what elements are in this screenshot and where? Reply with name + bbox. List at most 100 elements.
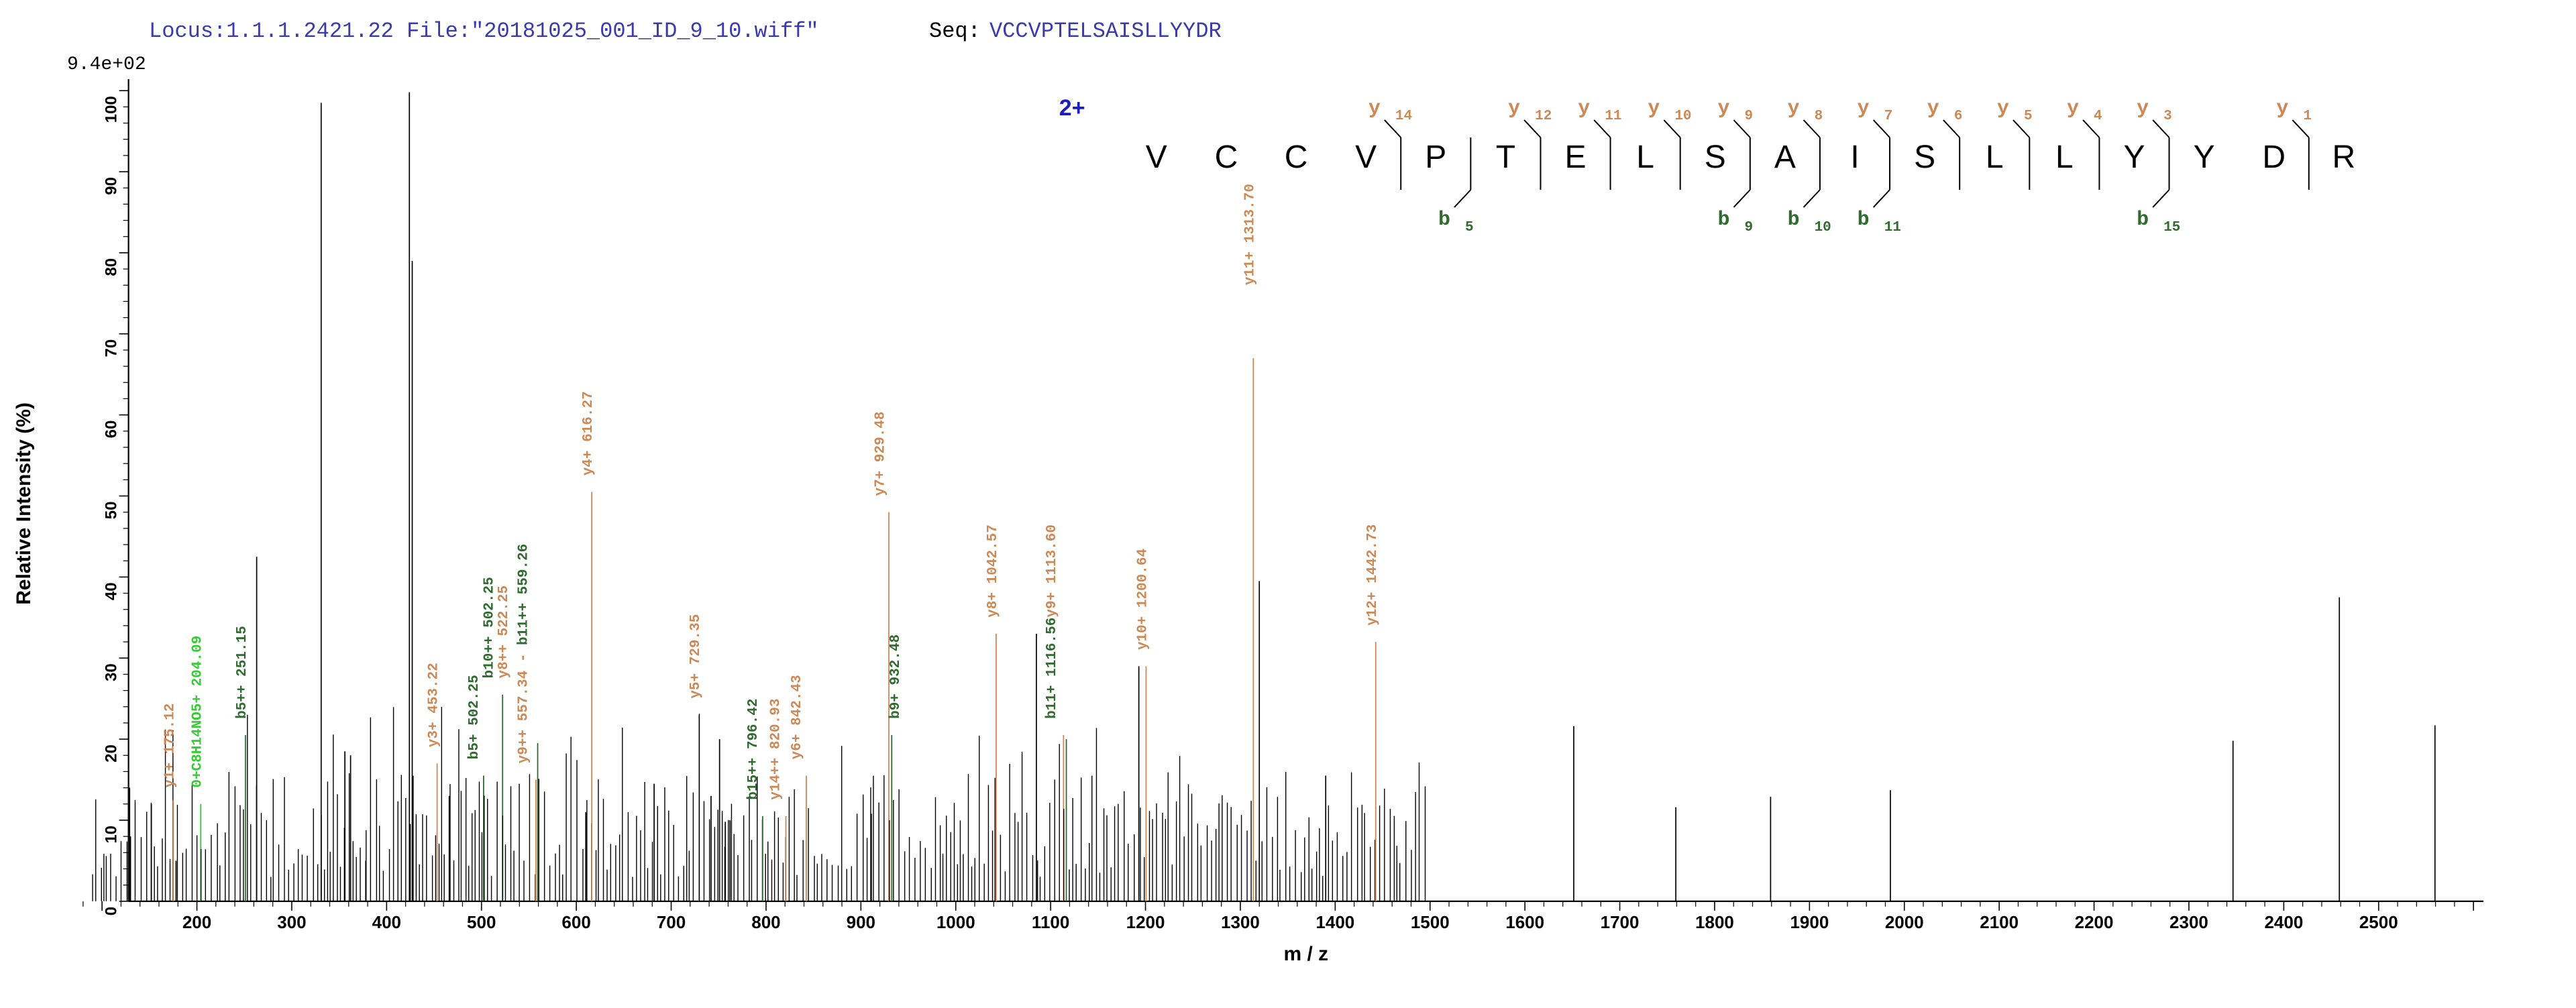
svg-text:2+: 2+ [1059, 95, 1085, 121]
svg-text:V: V [1146, 139, 1167, 175]
svg-text:5: 5 [2024, 109, 2033, 124]
svg-text:y10+ 1200.64: y10+ 1200.64 [1135, 549, 1150, 650]
svg-text:b: b [1717, 209, 1729, 231]
svg-text:S: S [1914, 139, 1935, 175]
svg-text:1300: 1300 [1221, 912, 1260, 932]
svg-text:700: 700 [657, 912, 686, 932]
svg-text:b5++ 251.15: b5++ 251.15 [235, 626, 250, 719]
svg-text:15: 15 [2163, 220, 2180, 235]
svg-text:1400: 1400 [1316, 912, 1354, 932]
svg-text:2400: 2400 [2264, 912, 2303, 932]
svg-text:9: 9 [1744, 109, 1753, 124]
svg-text:90: 90 [103, 177, 121, 195]
svg-text:2000: 2000 [1885, 912, 1924, 932]
svg-text:1700: 1700 [1601, 912, 1640, 932]
svg-text:1200: 1200 [1126, 912, 1165, 932]
svg-text:10: 10 [1815, 220, 1831, 235]
svg-text:Seq:: Seq: [929, 19, 981, 44]
svg-text:y5+ 729.35: y5+ 729.35 [688, 614, 704, 699]
svg-text:14: 14 [1395, 109, 1412, 124]
svg-text:10: 10 [1674, 109, 1691, 124]
svg-text:Locus:1.1.1.2421.22 File:"2018: Locus:1.1.1.2421.22 File:"20181025_001_I… [149, 19, 819, 44]
svg-text:b: b [1858, 209, 1870, 231]
svg-text:m / z: m / z [1283, 943, 1328, 965]
svg-text:0: 0 [103, 907, 121, 915]
svg-text:b9+ 932.48: b9+ 932.48 [888, 634, 904, 719]
svg-text:500: 500 [467, 912, 496, 932]
svg-text:7: 7 [1884, 109, 1893, 124]
svg-text:y: y [1508, 97, 1520, 120]
svg-text:Y: Y [2123, 139, 2145, 175]
svg-text:4: 4 [2094, 109, 2102, 124]
svg-text:11: 11 [1605, 109, 1621, 124]
svg-text:y4+ 616.27: y4+ 616.27 [581, 391, 596, 475]
svg-text:T: T [1496, 139, 1515, 175]
svg-text:9: 9 [1744, 220, 1753, 235]
svg-text:y: y [1648, 97, 1660, 120]
svg-text:I: I [1850, 139, 1859, 175]
svg-text:b15++ 796.42: b15++ 796.42 [746, 699, 761, 800]
svg-text:y: y [1858, 97, 1870, 120]
svg-text:R: R [2332, 139, 2356, 175]
svg-text:6: 6 [1954, 109, 1963, 124]
svg-text:900: 900 [847, 912, 875, 932]
svg-text:y3+ 453.22: y3+ 453.22 [427, 663, 442, 747]
svg-text:L: L [2055, 139, 2074, 175]
svg-text:80: 80 [103, 258, 121, 276]
svg-text:VCCVPTELSAISLLYYDR: VCCVPTELSAISLLYYDR [989, 19, 1222, 44]
svg-text:600: 600 [561, 912, 590, 932]
svg-text:y: y [1788, 97, 1800, 120]
svg-text:y: y [1717, 97, 1729, 120]
svg-text:40: 40 [103, 582, 121, 600]
svg-text:10: 10 [103, 826, 121, 844]
svg-text:60: 60 [103, 421, 121, 439]
svg-text:E: E [1565, 139, 1587, 175]
svg-text:y7+ 929.48: y7+ 929.48 [873, 411, 888, 496]
svg-text:y6+ 842.43: y6+ 842.43 [790, 675, 805, 759]
svg-text:b: b [1788, 209, 1800, 231]
svg-text:C: C [1215, 139, 1238, 175]
svg-text:1: 1 [2303, 109, 2312, 124]
svg-text:y8+ 1042.57: y8+ 1042.57 [985, 524, 1001, 618]
svg-text:1900: 1900 [1790, 912, 1829, 932]
svg-text:50: 50 [103, 502, 121, 520]
svg-text:1100: 1100 [1032, 912, 1069, 932]
svg-text:y8++ 522.25: y8++ 522.25 [496, 585, 512, 679]
svg-text:Y: Y [2194, 139, 2215, 175]
svg-text:L: L [1986, 139, 2004, 175]
svg-text:b: b [1438, 209, 1450, 231]
svg-text:3: 3 [2163, 109, 2172, 124]
svg-text:9.4e+02: 9.4e+02 [67, 54, 146, 75]
svg-text:11: 11 [1884, 220, 1901, 235]
svg-text:2200: 2200 [2075, 912, 2114, 932]
svg-text:200: 200 [182, 912, 211, 932]
svg-text:8: 8 [1815, 109, 1823, 124]
svg-text:A: A [1774, 139, 1796, 175]
svg-text:S: S [1705, 139, 1726, 175]
svg-text:y: y [2137, 97, 2149, 120]
svg-text:2300: 2300 [2169, 912, 2208, 932]
svg-text:C: C [1285, 139, 1308, 175]
svg-text:b: b [2137, 209, 2149, 231]
svg-text:y9++ 557.34 - b11++ 559.26: y9++ 557.34 - b11++ 559.26 [517, 544, 532, 764]
svg-text:y1+ 175.12: y1+ 175.12 [162, 704, 178, 788]
svg-text:100: 100 [103, 96, 121, 123]
svg-text:L: L [1636, 139, 1654, 175]
svg-text:1000: 1000 [936, 912, 975, 932]
svg-text:30: 30 [103, 663, 121, 681]
svg-text:1600: 1600 [1505, 912, 1544, 932]
svg-text:y12+ 1442.73: y12+ 1442.73 [1365, 524, 1381, 626]
svg-text:1800: 1800 [1695, 912, 1734, 932]
svg-text:2500: 2500 [2359, 912, 2398, 932]
svg-text:2100: 2100 [1980, 912, 2019, 932]
svg-text:b10++ 502.25: b10++ 502.25 [482, 577, 498, 678]
svg-text:y: y [2276, 97, 2288, 120]
svg-text:5: 5 [1465, 220, 1474, 235]
svg-text:12: 12 [1535, 109, 1552, 124]
svg-text:y: y [1927, 97, 1939, 120]
svg-text:y11+ 1313.70: y11+ 1313.70 [1242, 184, 1258, 285]
svg-text:20: 20 [103, 744, 121, 763]
svg-text:b11+ 1116.56y9+ 1113.60: b11+ 1116.56y9+ 1113.60 [1044, 524, 1060, 719]
svg-text:0+C8H14NO5+ 204.09: 0+C8H14NO5+ 204.09 [190, 636, 205, 788]
svg-text:300: 300 [277, 912, 306, 932]
